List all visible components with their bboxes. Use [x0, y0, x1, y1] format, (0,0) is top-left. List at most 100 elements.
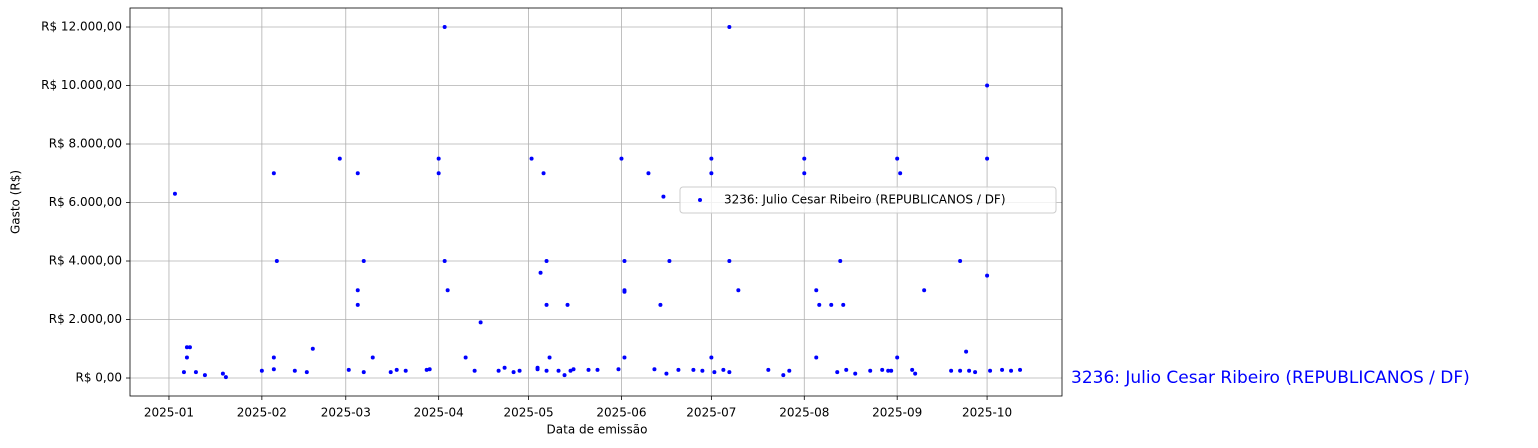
point	[958, 368, 963, 373]
point	[973, 370, 978, 375]
point	[886, 368, 891, 373]
y-tick-label: R$ 6.000,00	[49, 195, 122, 209]
y-tick-label: R$ 8.000,00	[49, 137, 122, 151]
point	[271, 171, 276, 176]
point	[616, 367, 621, 372]
point	[895, 355, 900, 360]
point	[1018, 367, 1023, 372]
point	[766, 367, 771, 372]
y-tick-label: R$ 10.000,00	[41, 78, 122, 92]
y-tick-label: R$ 0,00	[75, 371, 122, 385]
point	[403, 368, 408, 373]
point	[337, 156, 342, 161]
point	[370, 355, 375, 360]
point	[667, 259, 672, 264]
x-tick-label: 2025-01	[144, 406, 194, 420]
point	[172, 191, 177, 196]
point	[949, 368, 954, 373]
point	[202, 373, 207, 378]
point	[691, 367, 696, 372]
point	[565, 302, 570, 307]
point	[517, 368, 522, 373]
point	[712, 370, 717, 375]
point	[898, 171, 903, 176]
point	[193, 370, 198, 375]
point	[184, 355, 189, 360]
x-axis-label: Data de emissão	[547, 423, 648, 437]
legend-box	[679, 186, 1057, 214]
point	[985, 156, 990, 161]
point	[394, 367, 399, 372]
point	[184, 345, 189, 350]
point	[895, 156, 900, 161]
point	[988, 368, 993, 373]
point	[361, 370, 366, 375]
point	[586, 367, 591, 372]
point	[709, 171, 714, 176]
point	[709, 355, 714, 360]
y-tick-label: R$ 12.000,00	[41, 20, 122, 34]
x-tick-label: 2025-08	[779, 406, 829, 420]
point	[181, 370, 186, 375]
point	[502, 365, 507, 370]
point	[361, 259, 366, 264]
point	[727, 259, 732, 264]
point	[664, 371, 669, 376]
point	[661, 194, 666, 199]
point	[568, 368, 573, 373]
point	[787, 368, 792, 373]
point	[889, 368, 894, 373]
point	[829, 302, 834, 307]
point	[802, 156, 807, 161]
point	[544, 302, 549, 307]
point	[622, 289, 627, 294]
point	[802, 171, 807, 176]
point	[556, 368, 561, 373]
point	[922, 288, 927, 293]
plot-frame	[129, 7, 1063, 397]
point	[814, 355, 819, 360]
point	[445, 288, 450, 293]
point	[868, 368, 873, 373]
x-tick-label: 2025-07	[686, 406, 736, 420]
point	[595, 367, 600, 372]
point	[541, 171, 546, 176]
point	[547, 355, 552, 360]
x-tick-label: 2025-10	[962, 406, 1012, 420]
point	[700, 368, 705, 373]
point	[436, 156, 441, 161]
annotation: 3236: Julio Cesar Ribeiro (REPUBLICANOS …	[1071, 368, 1470, 388]
point	[535, 367, 540, 372]
point	[844, 367, 849, 372]
point	[985, 83, 990, 88]
x-tick-label: 2025-04	[414, 406, 464, 420]
y-axis-label: Gasto (R$)	[9, 170, 23, 234]
point	[463, 355, 468, 360]
point	[223, 375, 228, 380]
point	[544, 368, 549, 373]
point	[619, 156, 624, 161]
point	[424, 367, 429, 372]
y-tick-label: R$ 4.000,00	[49, 254, 122, 268]
point	[274, 259, 279, 264]
point	[346, 367, 351, 372]
point	[646, 171, 651, 176]
point	[658, 302, 663, 307]
point	[1000, 367, 1005, 372]
point	[271, 355, 276, 360]
point	[721, 367, 726, 372]
point	[259, 368, 264, 373]
point	[472, 368, 477, 373]
point	[562, 373, 567, 378]
point	[964, 349, 969, 354]
point	[544, 259, 549, 264]
point	[652, 367, 657, 372]
point	[985, 273, 990, 278]
point	[838, 259, 843, 264]
point	[496, 368, 501, 373]
point	[709, 156, 714, 161]
legend-label: 3236: Julio Cesar Ribeiro (REPUBLICANOS …	[724, 193, 1006, 207]
point	[853, 371, 858, 376]
point	[913, 371, 918, 376]
